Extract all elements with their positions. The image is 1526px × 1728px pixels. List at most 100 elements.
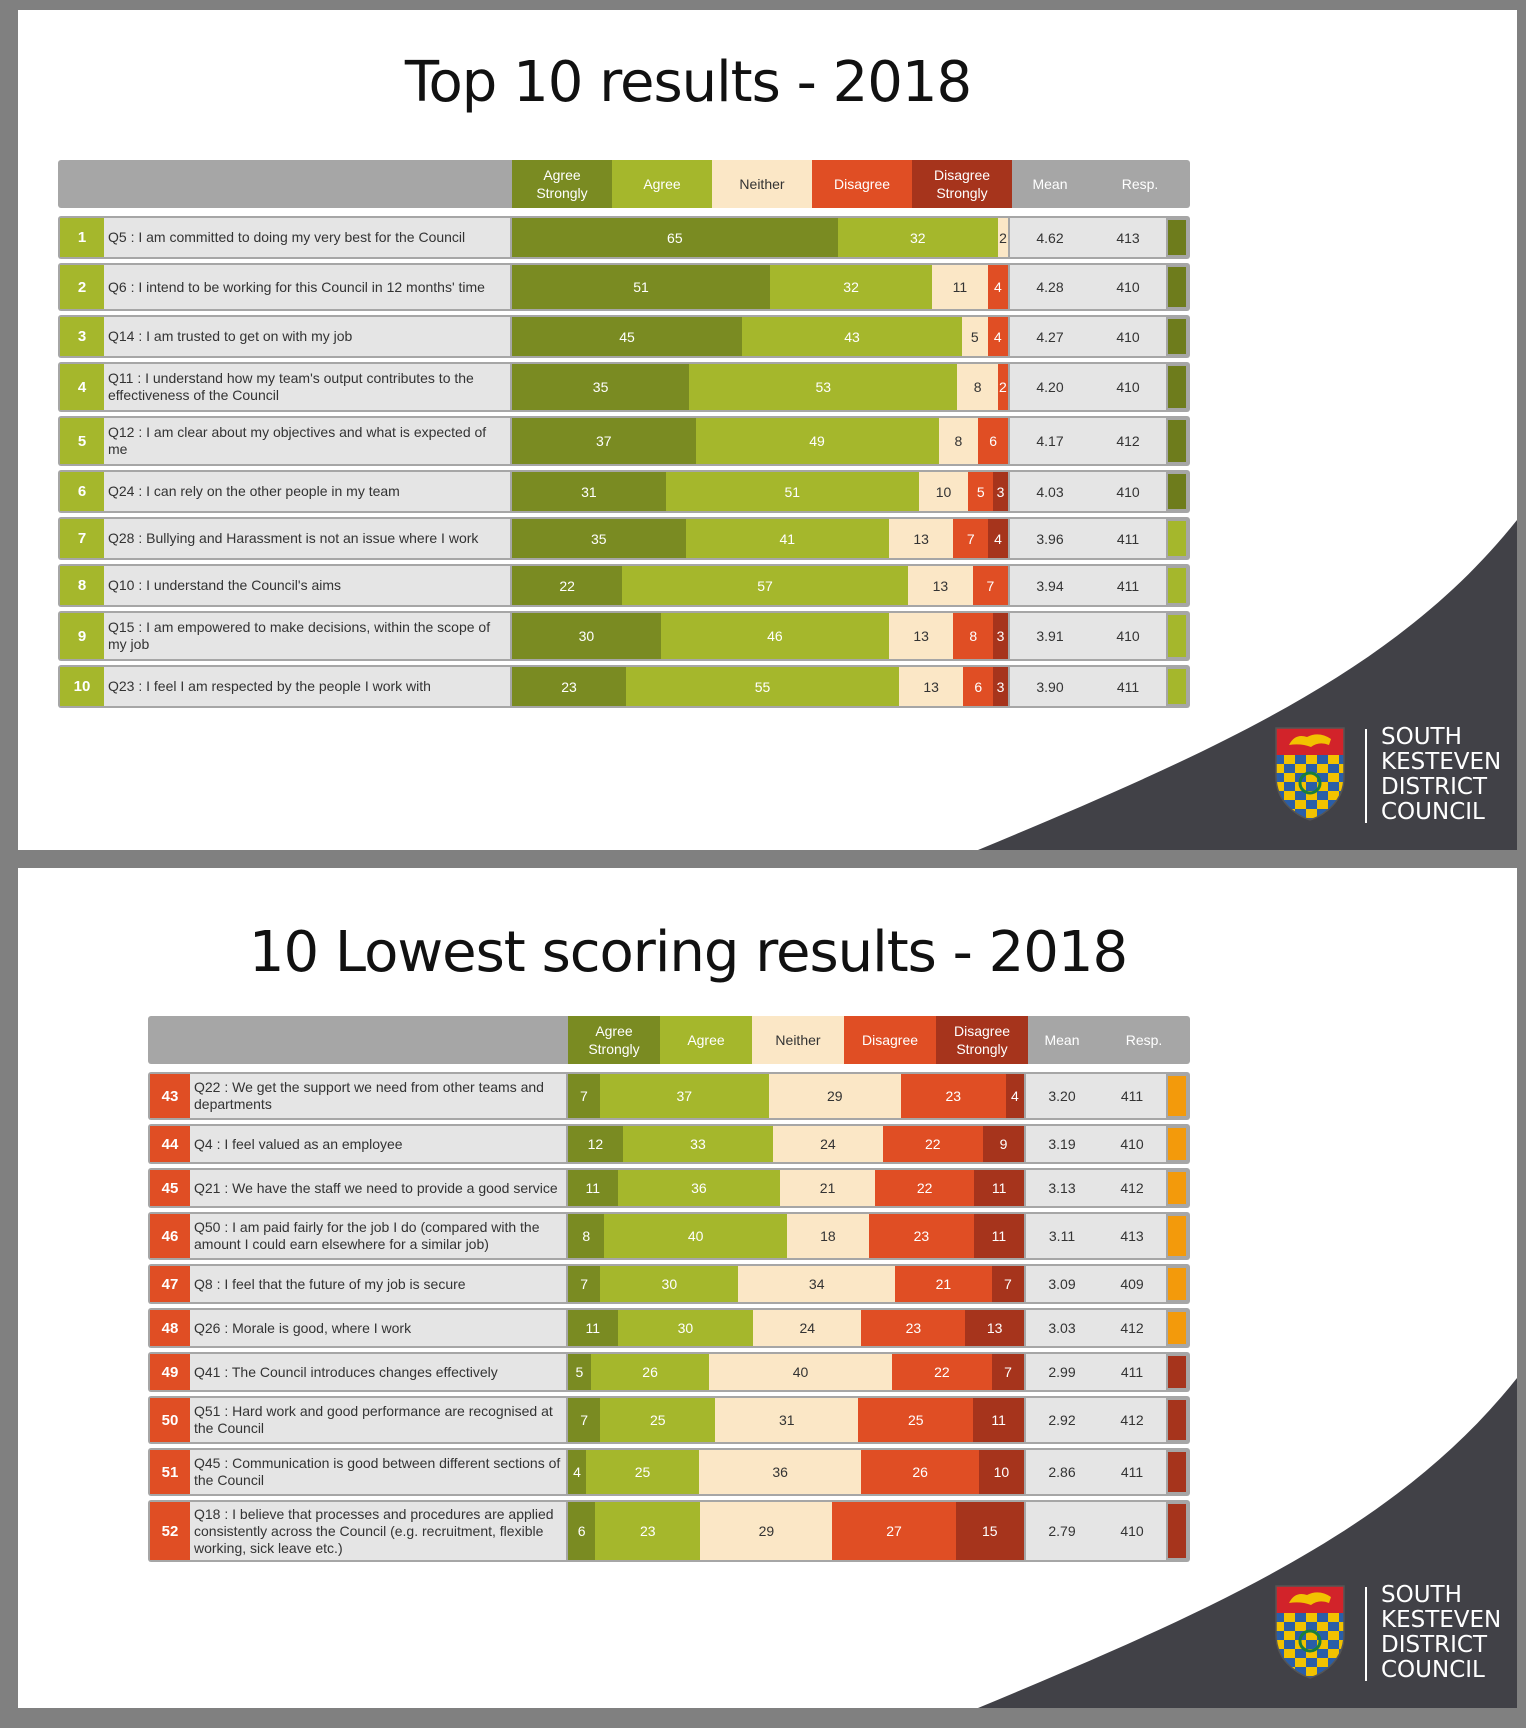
bar-segment-agree: 43	[742, 317, 962, 356]
bar-segment-disagree-strongly: 3	[993, 472, 1008, 511]
rank-badge: 43	[150, 1074, 190, 1118]
mean-value: 3.09	[1026, 1266, 1098, 1302]
bar-segment-agree: 55	[626, 667, 899, 706]
bar-segment-disagree: 27	[832, 1502, 956, 1560]
rank-badge: 3	[60, 317, 104, 356]
score-flag	[1168, 1268, 1186, 1300]
question-text: Q11 : I understand how my team's output …	[104, 364, 510, 410]
mean-value: 2.86	[1026, 1450, 1098, 1494]
table-row: 50 Q51 : Hard work and good performance a…	[148, 1396, 1190, 1444]
score-flag	[1168, 568, 1186, 603]
question-text: Q12 : I am clear about my objectives and…	[104, 418, 510, 464]
resp-value: 410	[1090, 265, 1166, 309]
bar-segment-agree: 36	[617, 1170, 781, 1206]
bar-segment-disagree-strongly: 13	[965, 1310, 1024, 1346]
question-text: Q14 : I am trusted to get on with my job	[104, 317, 510, 356]
table-row: 49 Q41 : The Council introduces changes e…	[148, 1352, 1190, 1392]
resp-value: 411	[1098, 1450, 1166, 1494]
resp-value: 410	[1090, 317, 1166, 356]
bar-segment-agree: 40	[604, 1214, 787, 1258]
bar-segment-neither: 13	[888, 519, 954, 558]
bar-segment-disagree-strongly: 11	[973, 1398, 1024, 1442]
bar-segment-agree-strongly: 51	[512, 265, 771, 309]
logo-text: SOUTH KESTEVEN DISTRICT COUNCIL	[1381, 1582, 1502, 1683]
resp-value: 411	[1090, 566, 1166, 605]
bar-segment-agree: 51	[665, 472, 919, 511]
rank-badge: 46	[150, 1214, 190, 1258]
resp-value: 410	[1098, 1502, 1166, 1560]
bar-segment-agree-strongly: 22	[512, 566, 623, 605]
header-agree: Agree	[612, 160, 712, 208]
bar-segment-agree: 37	[599, 1074, 769, 1118]
bar-segment-neither: 31	[715, 1398, 859, 1442]
mean-value: 3.13	[1026, 1170, 1098, 1206]
bar-segment-neither: 11	[932, 265, 988, 309]
score-flag	[1168, 366, 1186, 408]
rank-badge: 8	[60, 566, 104, 605]
header-disagree: Disagree	[812, 160, 912, 208]
score-flag	[1168, 1504, 1186, 1558]
logo-divider	[1365, 729, 1367, 823]
header-neither: Neither	[712, 160, 812, 208]
table-row: 1 Q5 : I am committed to doing my very be…	[58, 216, 1190, 259]
bar-segment-agree: 33	[622, 1126, 774, 1162]
resp-value: 411	[1090, 667, 1166, 706]
rank-badge: 44	[150, 1126, 190, 1162]
score-flag	[1168, 1128, 1186, 1160]
bar-segment-disagree: 6	[963, 667, 994, 706]
bar-segment-neither: 40	[709, 1354, 892, 1390]
mean-value: 3.96	[1010, 519, 1090, 558]
header-disagree-strongly: Disagree Strongly	[936, 1016, 1028, 1064]
rank-badge: 5	[60, 418, 104, 464]
question-text: Q15 : I am empowered to make decisions, …	[104, 613, 510, 659]
bar-segment-agree-strongly: 6	[568, 1502, 596, 1560]
bar-segment-agree-strongly: 65	[512, 218, 838, 257]
rank-badge: 47	[150, 1266, 190, 1302]
question-text: Q21 : We have the staff we need to provi…	[190, 1170, 566, 1206]
bar-segment-disagree-strongly: 4	[1005, 1074, 1024, 1118]
bar-segment-agree: 30	[617, 1310, 754, 1346]
bar-segment-disagree: 22	[891, 1354, 993, 1390]
question-text: Q50 : I am paid fairly for the job I do …	[190, 1214, 566, 1258]
question-text: Q8 : I feel that the future of my job is…	[190, 1266, 566, 1302]
bar-segment-agree-strongly: 11	[568, 1170, 618, 1206]
bar-segment-agree-strongly: 45	[512, 317, 743, 356]
resp-value: 411	[1090, 519, 1166, 558]
council-logo: SOUTH KESTEVEN DISTRICT COUNCIL	[1273, 1583, 1513, 1693]
bar-segment-disagree: 4	[987, 265, 1008, 309]
bar-segment-neither: 8	[957, 364, 998, 410]
bar-segment-agree-strongly: 4	[568, 1450, 587, 1494]
score-flag	[1168, 1312, 1186, 1344]
bar-segment-agree: 25	[586, 1450, 699, 1494]
bar-segment-disagree: 8	[953, 613, 994, 659]
bar-segment-agree-strongly: 37	[512, 418, 696, 464]
bar-segment-neither: 36	[698, 1450, 862, 1494]
bar-segment-agree-strongly: 11	[568, 1310, 618, 1346]
header-mean: Mean	[1044, 1032, 1080, 1048]
mean-value: 2.79	[1026, 1502, 1098, 1560]
table-row: 3 Q14 : I am trusted to get on with my jo…	[58, 315, 1190, 358]
bar-segment-disagree-strongly: 10	[978, 1450, 1024, 1494]
slide-title: 10 Lowest scoring results - 2018	[248, 920, 1128, 985]
table-row: 5 Q12 : I am clear about my objectives an…	[58, 416, 1190, 466]
bar-segment-agree: 25	[600, 1398, 716, 1442]
bar-segment-disagree-strongly: 7	[991, 1266, 1024, 1302]
bar-segment-agree: 23	[595, 1502, 701, 1560]
mean-value: 3.11	[1026, 1214, 1098, 1258]
bar-segment-neither: 5	[961, 317, 988, 356]
bar-segment-neither: 24	[753, 1310, 862, 1346]
rank-badge: 2	[60, 265, 104, 309]
bar-segment-agree: 30	[600, 1266, 739, 1302]
bar-segment-neither: 13	[907, 566, 973, 605]
bar-segment-neither: 13	[888, 613, 954, 659]
bar-segment-agree: 41	[685, 519, 889, 558]
bar-segment-agree: 46	[660, 613, 889, 659]
bar-segment-agree-strongly: 35	[512, 364, 690, 410]
header-neither: Neither	[752, 1016, 844, 1064]
score-flag	[1168, 1076, 1186, 1116]
bar-segment-disagree-strongly: 7	[992, 1354, 1024, 1390]
score-flag	[1168, 220, 1186, 255]
bar-segment-disagree: 21	[895, 1266, 992, 1302]
score-flag	[1168, 319, 1186, 354]
bar-segment-disagree: 25	[858, 1398, 974, 1442]
